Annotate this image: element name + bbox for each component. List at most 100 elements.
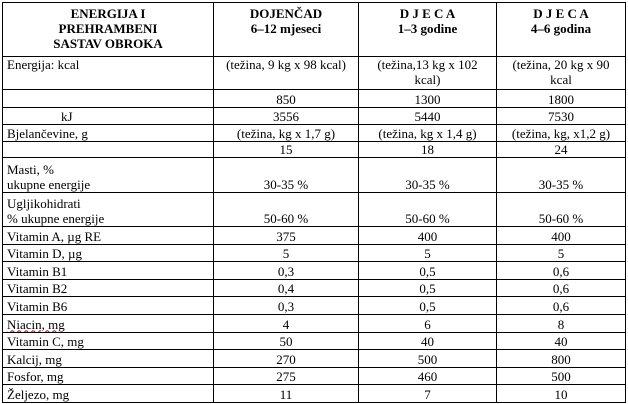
value-cell: 460: [358, 366, 497, 386]
header-cell: D J E C A 4–6 godina: [496, 2, 626, 57]
value-cell: 7: [358, 384, 497, 403]
value-cell: 6: [358, 313, 497, 333]
cell-text: 7530: [548, 109, 574, 124]
cell-text: Željezo, mg: [7, 386, 70, 402]
table-row: Vitamin C, mg 50 40 40: [2, 331, 626, 351]
row-label: Fosfor, mg: [2, 366, 214, 386]
cell-text: (težina, kg x 1,7 g): [236, 126, 336, 141]
cell-text: 400: [417, 228, 438, 244]
value-cell: 275: [213, 366, 359, 386]
cell-text: 275: [276, 369, 296, 385]
value-cell: 5440: [358, 107, 497, 125]
value-cell: 3556: [213, 107, 359, 125]
cell-line: PREHRAMBENI: [58, 21, 158, 36]
value-cell: 1800: [496, 89, 626, 108]
value-cell: (težina, kg x 1,4 g): [358, 124, 497, 142]
value-cell: (težina, kg x 1,7 g): [213, 124, 359, 142]
value-cell: 30-35 %: [496, 157, 626, 193]
table-row: Kalcij, mg 270 500 800: [2, 349, 626, 368]
cell-text: kJ: [61, 109, 73, 124]
cell-line: ukupne energije: [7, 177, 91, 192]
row-label: Željezo, mg: [2, 384, 214, 403]
row-label: Kalcij, mg: [2, 349, 214, 368]
value-cell: 500: [496, 366, 626, 386]
value-cell: 40: [358, 331, 497, 351]
value-cell: 270: [213, 349, 359, 368]
row-label: Vitamin B2: [2, 278, 214, 298]
cell-line: Masti, %: [7, 162, 54, 177]
value-cell: 5: [213, 243, 359, 263]
table-row: Fosfor, mg 275 460 500: [2, 366, 626, 386]
value-cell: 0,5: [358, 261, 497, 280]
cell-text: 800: [551, 351, 571, 367]
cell-text: 5: [557, 246, 565, 262]
table-row: Bjelančevine, g (težina, kg x 1,7 g) (teži…: [2, 124, 626, 142]
value-cell: (težina, 9 kg x 98 kcal): [213, 56, 359, 90]
cell-text: 50: [279, 334, 293, 350]
cell-text: 850: [276, 92, 296, 107]
cell-text: Fosfor, mg: [7, 369, 64, 385]
value-cell: 10: [496, 384, 626, 403]
cell-text: 15: [279, 142, 293, 157]
cell-text: (težina, 20 kg x 90 kcal: [512, 57, 610, 88]
cell-text: 0,5: [419, 281, 436, 297]
row-label: Vitamin A, µg RE: [2, 226, 214, 245]
cell-text: (težina, kg, x1,2 g): [511, 126, 611, 141]
cell-text: 30-35 %: [263, 177, 309, 192]
cell-text: 0,5: [419, 298, 436, 314]
row-label: Vitamin C, mg: [2, 331, 214, 351]
value-cell: 0,6: [496, 278, 626, 298]
cell-text: 1800: [548, 92, 574, 107]
value-cell: 5: [358, 243, 497, 263]
value-cell: 18: [358, 141, 497, 158]
cell-text: Vitamin B6: [7, 298, 68, 314]
cell-text: 4: [282, 316, 290, 332]
table-row: 850 1300 1800: [2, 89, 626, 108]
table-row: Vitamin D, µg 5 5 5: [2, 243, 626, 263]
cell-text: 270: [276, 351, 296, 367]
cell-text: 50-60 %: [405, 211, 450, 226]
cell-text: (težina,13 kg x 102 kcal): [377, 57, 478, 88]
cell-line: 4–6 godina: [530, 21, 592, 36]
table-row: Energija: kcal (težina, 9 kg x 98 kcal) (t…: [2, 56, 626, 90]
value-cell: 0,3: [213, 261, 359, 280]
row-label: Niacin, mg: [2, 313, 214, 333]
value-cell: (težina, 20 kg x 90 kcal: [496, 56, 626, 90]
cell-text: Vitamin A, µg RE: [7, 228, 102, 244]
cell-line: 6–12 mjeseci: [250, 21, 322, 36]
cell-text: 5: [424, 246, 431, 262]
value-cell: 0,3: [213, 296, 359, 315]
cell-text: 500: [417, 351, 438, 367]
cell-line: DOJENČAD: [249, 6, 323, 21]
cell-line: D J E C A: [399, 6, 456, 21]
value-cell: 40: [496, 331, 626, 351]
cell-text: Vitamin D, µg: [7, 246, 82, 262]
cell-text: 11: [279, 386, 293, 402]
cell-text: Kalcij, mg: [7, 351, 62, 367]
cell-text: 24: [554, 142, 568, 157]
value-cell: 50-60 %: [213, 192, 359, 227]
value-cell: 8: [496, 313, 626, 333]
row-label: Vitamin B6: [2, 296, 214, 315]
row-label: Ugljikohidrati% ukupne energije: [2, 192, 214, 227]
row-label: kJ: [2, 107, 214, 125]
cell-line: 1–3 godine: [397, 21, 458, 36]
row-label: [2, 89, 214, 108]
value-cell: 50: [213, 331, 359, 351]
cell-text: 500: [551, 369, 571, 385]
cell-text: 3556: [273, 109, 299, 124]
cell-text: 375: [276, 228, 296, 244]
value-cell: (težina, kg, x1,2 g): [496, 124, 626, 142]
cell-line: D J E C A: [533, 6, 589, 21]
cell-text: (težina, 9 kg x 98 kcal): [226, 57, 346, 73]
cell-text: 50-60 %: [263, 211, 309, 226]
value-cell: 11: [213, 384, 359, 403]
cell-text: 6: [424, 316, 431, 332]
table-row: kJ 3556 5440 7530: [2, 107, 626, 125]
value-cell: 400: [496, 226, 626, 245]
cell-text: Vitamin B2: [7, 281, 68, 297]
cell-text: 0,6: [552, 281, 570, 297]
cell-text: 10: [554, 386, 568, 402]
value-cell: 50-60 %: [358, 192, 497, 227]
